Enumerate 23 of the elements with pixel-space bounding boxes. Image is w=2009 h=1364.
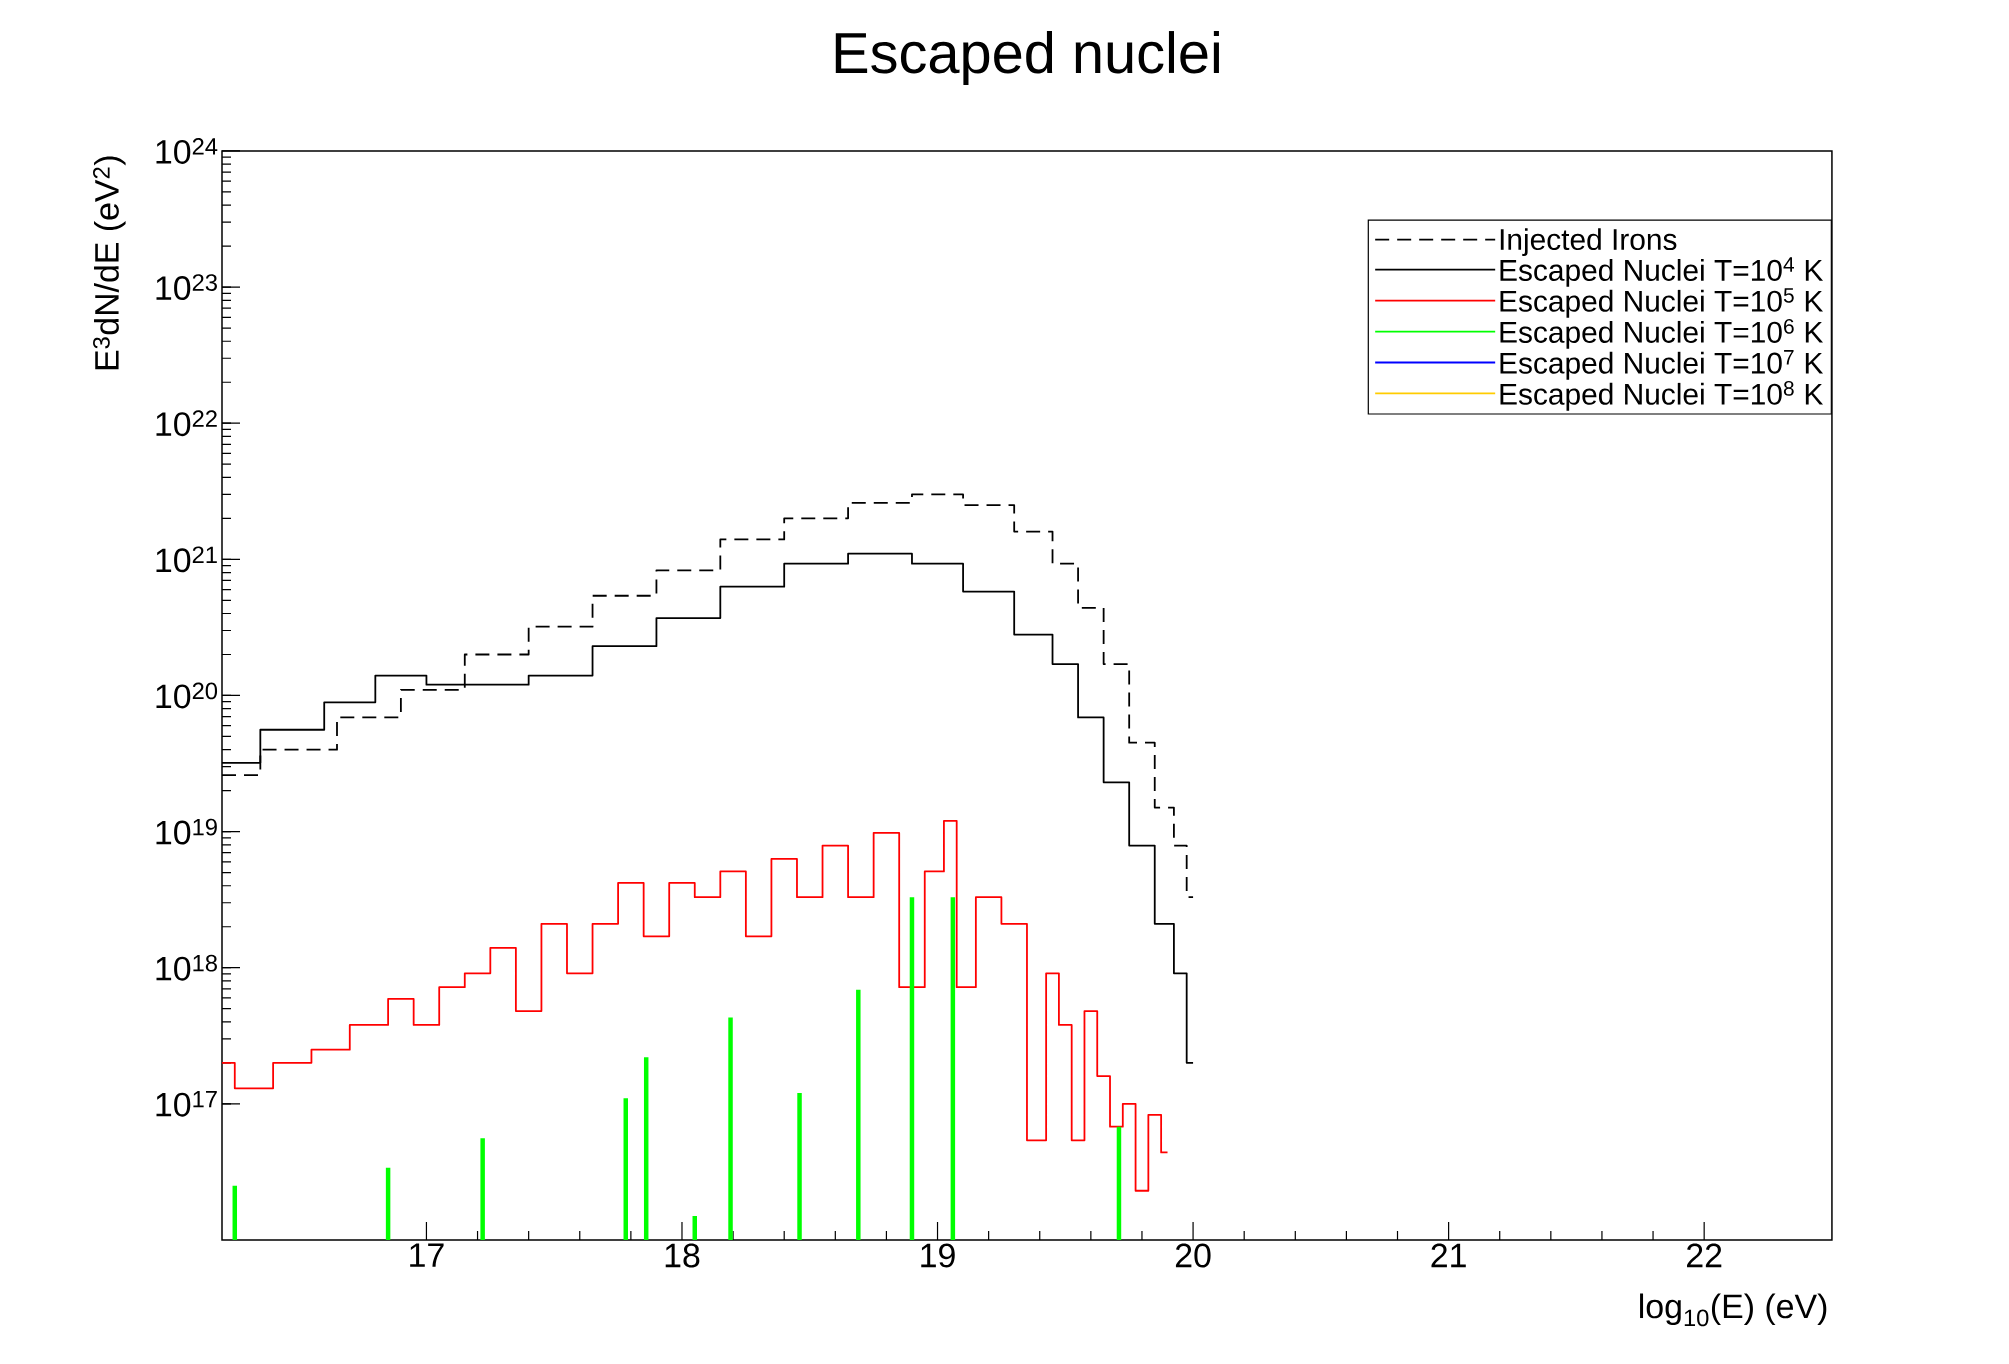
y-tick-label: 10$^{24}$ xyxy=(156,138,218,164)
legend-label: Escaped Nuclei T=10$^{7}$ K xyxy=(1500,350,1824,380)
legend-label: Escaped Nuclei T=10$^{6}$ K xyxy=(1500,318,1824,349)
legend-label: Injected Irons xyxy=(1500,228,1677,256)
y-tick-label: 10$^{21}$ xyxy=(156,546,217,573)
y-axis-title: E$^{3}$dN/dE (eV$^{2}$) xyxy=(93,156,126,370)
y-tick-label: 10$^{18}$ xyxy=(156,954,217,981)
y-tick-label: 10$^{23}$ xyxy=(156,274,217,301)
chart-title: Escaped nuclei xyxy=(835,31,1219,85)
x-tick-label: 19 xyxy=(921,1243,955,1268)
x-tick-label: 22 xyxy=(1687,1243,1722,1268)
y-tick-label: 10$^{19}$ xyxy=(156,818,217,845)
x-tick-label: 17 xyxy=(410,1243,444,1267)
y-tick-label: 10$^{17}$ xyxy=(156,1091,217,1117)
x-tick-label: 21 xyxy=(1431,1243,1466,1268)
y-tick-label: 10$^{20}$ xyxy=(156,682,218,709)
x-tick-label: 18 xyxy=(665,1243,700,1268)
x-axis-title: log$_{10}$(E) (eV) xyxy=(1640,1293,1827,1327)
legend-label: Escaped Nuclei T=10$^{4}$ K xyxy=(1500,257,1824,287)
x-tick-label: 20 xyxy=(1175,1243,1211,1268)
legend-label: Escaped Nuclei T=10$^{5}$ K xyxy=(1500,288,1824,318)
legend-label: Escaped Nuclei T=10$^{8}$ K xyxy=(1500,380,1824,411)
y-tick-label: 10$^{22}$ xyxy=(156,410,217,437)
